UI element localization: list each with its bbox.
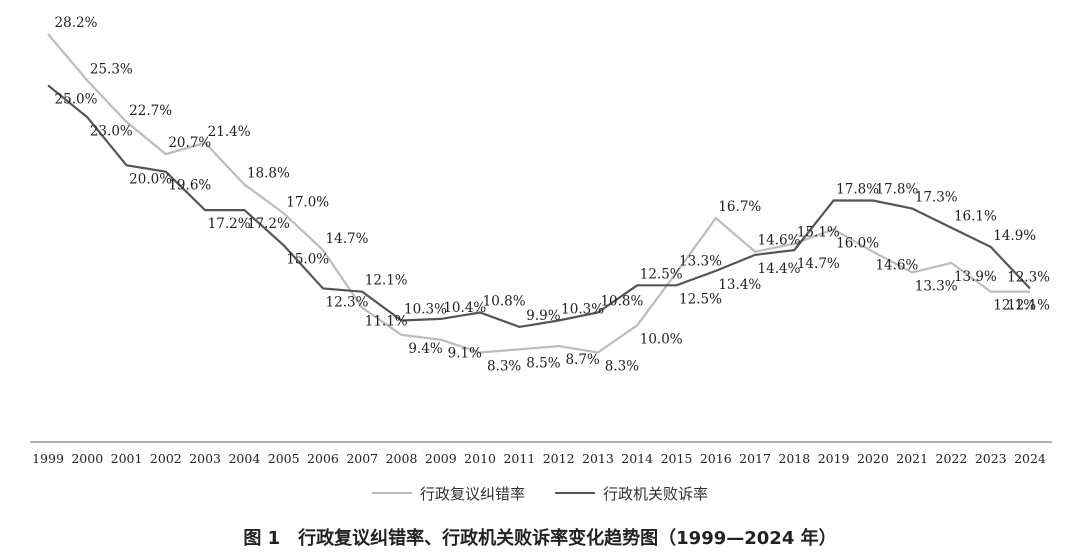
data-label-series-1: 8.3% bbox=[487, 359, 521, 375]
legend-swatch-series-2 bbox=[555, 491, 595, 495]
data-label-series-1: 8.5% bbox=[526, 355, 560, 371]
x-tick-label: 2017 bbox=[739, 451, 771, 466]
x-tick-label: 2023 bbox=[975, 451, 1007, 466]
data-label-series-1: 9.1% bbox=[448, 346, 482, 362]
x-tick-labels: 1999 2000 2001 2002 2003 2004 2005 2006 2007 2008… bbox=[32, 451, 1046, 466]
data-label-series-2: 10.8% bbox=[483, 294, 526, 310]
data-labels: 28.2% 25.3% 22.7% 20.7%21.4% 18.8% 17.0% 14.7%… bbox=[55, 15, 1051, 374]
x-tick-label: 2010 bbox=[464, 451, 496, 466]
data-label-series-1: 28.2% bbox=[55, 15, 98, 31]
data-label-series-1: 14.6% bbox=[875, 258, 918, 274]
legend-item-series-2: 行政机关败诉率 bbox=[555, 483, 708, 504]
data-label-series-2: 12.5% bbox=[640, 266, 683, 282]
x-tick-label: 2000 bbox=[71, 451, 103, 466]
line-chart: 28.2% 25.3% 22.7% 20.7%21.4% 18.8% 17.0% 14.7%… bbox=[30, 15, 1052, 466]
x-tick-label: 2015 bbox=[661, 451, 693, 466]
x-tick-label: 2011 bbox=[503, 451, 535, 466]
x-tick-label: 2001 bbox=[111, 451, 143, 466]
data-label-series-2: 20.0% bbox=[129, 171, 172, 187]
data-label-series-2: 14.4% bbox=[758, 261, 801, 277]
x-tick-label: 2004 bbox=[228, 451, 260, 466]
figure-caption: 图 1 行政复议纠错率、行政机关败诉率变化趋势图（1999—2024 年） bbox=[243, 528, 837, 549]
data-label-series-2: 13.4% bbox=[718, 277, 761, 293]
data-label-series-2: 12.1% bbox=[365, 273, 408, 289]
x-tick-label: 2007 bbox=[346, 451, 378, 466]
data-label-series-1: 25.3% bbox=[90, 62, 133, 78]
data-label-series-1: 9.4% bbox=[408, 341, 442, 357]
data-label-series-1: 13.3% bbox=[679, 254, 722, 270]
data-label-series-1: 20.7% bbox=[168, 135, 211, 151]
data-label-series-1: 17.0% bbox=[286, 194, 329, 210]
data-label-series-2: 10.3% bbox=[561, 302, 604, 318]
data-label-series-1: 16.7% bbox=[718, 199, 761, 215]
legend-label-series-1: 行政复议纠错率 bbox=[419, 484, 525, 503]
data-label-series-2: 17.2% bbox=[247, 216, 290, 232]
data-label-series-1: 12.1% bbox=[1007, 298, 1050, 314]
data-label-series-1: 21.4% bbox=[208, 124, 251, 140]
x-tick-label: 2002 bbox=[150, 451, 182, 466]
x-tick-label: 1999 bbox=[32, 451, 64, 466]
legend-item-series-1: 行政复议纠错率 bbox=[371, 483, 525, 504]
data-label-series-1: 11.1% bbox=[365, 314, 408, 330]
data-label-series-2: 12.3% bbox=[326, 295, 369, 311]
x-tick-label: 2006 bbox=[307, 451, 339, 466]
data-label-series-1: 15.1% bbox=[797, 225, 840, 241]
x-tick-label: 2013 bbox=[582, 451, 614, 466]
x-tick-label: 2021 bbox=[896, 451, 928, 466]
series-lines bbox=[47, 33, 1031, 354]
data-label-series-2: 17.3% bbox=[915, 190, 958, 206]
data-label-series-2: 17.2% bbox=[208, 216, 251, 232]
data-label-series-2: 14.7% bbox=[797, 256, 840, 272]
x-tick-label: 2016 bbox=[700, 451, 732, 466]
x-tick-label: 2022 bbox=[936, 451, 968, 466]
data-label-series-2: 15.0% bbox=[286, 251, 329, 267]
x-tick-label: 2019 bbox=[818, 451, 850, 466]
x-tick-label: 2024 bbox=[1014, 451, 1046, 466]
data-label-series-2: 16.1% bbox=[954, 209, 997, 225]
x-tick-label: 2003 bbox=[189, 451, 221, 466]
data-label-series-2: 25.0% bbox=[55, 91, 98, 107]
x-tick-label: 2009 bbox=[425, 451, 457, 466]
data-label-series-1: 13.3% bbox=[915, 279, 958, 295]
x-tick-label: 2020 bbox=[857, 451, 889, 466]
data-label-series-1: 8.7% bbox=[565, 352, 599, 368]
data-label-series-2: 23.0% bbox=[90, 123, 133, 139]
data-label-series-1: 22.7% bbox=[129, 103, 172, 119]
data-label-series-1: 12.1% bbox=[993, 298, 1036, 314]
x-tick-label: 2008 bbox=[386, 451, 418, 466]
data-label-series-1: 10.0% bbox=[640, 331, 683, 347]
data-label-series-2: 12.5% bbox=[679, 291, 722, 307]
legend-swatch-series-1 bbox=[371, 491, 412, 495]
data-label-series-2: 14.9% bbox=[993, 228, 1036, 244]
data-label-series-2: 19.6% bbox=[168, 178, 211, 194]
data-label-series-2: 17.8% bbox=[836, 182, 879, 198]
legend: 行政复议纠错率 行政机关败诉率 bbox=[0, 481, 1080, 505]
x-tick-label: 2014 bbox=[621, 451, 653, 466]
data-label-series-1: 14.7% bbox=[326, 231, 369, 247]
series-line-1 bbox=[47, 33, 1030, 354]
data-label-series-1: 8.3% bbox=[605, 359, 639, 375]
x-tick-label: 2012 bbox=[543, 451, 575, 466]
data-label-series-1: 18.8% bbox=[247, 166, 290, 182]
series-line-2 bbox=[47, 84, 1031, 329]
x-tick-label: 2005 bbox=[268, 451, 300, 466]
data-label-series-2: 12.3% bbox=[1007, 270, 1050, 286]
data-label-series-1: 14.6% bbox=[758, 233, 801, 249]
data-label-series-2: 10.3% bbox=[404, 302, 447, 318]
data-label-series-2: 9.9% bbox=[526, 308, 560, 324]
data-label-series-2: 17.8% bbox=[875, 182, 918, 198]
data-label-series-1: 13.9% bbox=[954, 269, 997, 285]
data-label-series-1: 16.0% bbox=[836, 235, 879, 251]
data-label-series-2: 10.4% bbox=[443, 300, 486, 316]
legend-label-series-2: 行政机关败诉率 bbox=[603, 484, 709, 503]
x-tick-label: 2018 bbox=[778, 451, 810, 466]
data-label-series-2: 10.8% bbox=[600, 294, 643, 310]
